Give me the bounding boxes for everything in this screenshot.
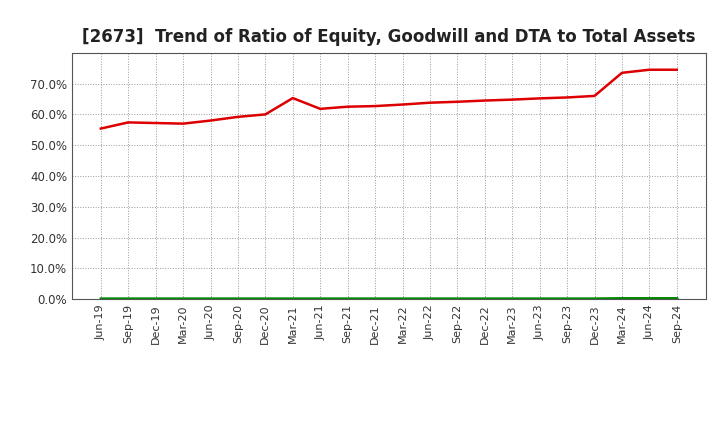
Deferred Tax Assets [480, 296, 489, 301]
Equity [261, 112, 270, 117]
Equity [618, 70, 626, 76]
Equity [645, 67, 654, 73]
Equity [480, 98, 489, 103]
Goodwill [289, 297, 297, 302]
Equity [96, 126, 105, 131]
Equity [151, 121, 160, 126]
Equity [590, 93, 599, 99]
Equity [426, 100, 434, 105]
Equity [233, 114, 242, 120]
Goodwill [426, 297, 434, 302]
Equity [536, 96, 544, 101]
Deferred Tax Assets [96, 296, 105, 301]
Deferred Tax Assets [398, 296, 407, 301]
Deferred Tax Assets [316, 296, 325, 301]
Deferred Tax Assets [233, 296, 242, 301]
Equity [179, 121, 187, 126]
Deferred Tax Assets [343, 296, 352, 301]
Equity [398, 102, 407, 107]
Deferred Tax Assets [261, 296, 270, 301]
Goodwill [343, 297, 352, 302]
Goodwill [316, 297, 325, 302]
Equity [206, 118, 215, 123]
Equity [289, 95, 297, 101]
Equity [124, 120, 132, 125]
Goodwill [206, 297, 215, 302]
Line: Equity: Equity [101, 70, 677, 128]
Equity [371, 103, 379, 109]
Deferred Tax Assets [618, 296, 626, 301]
Deferred Tax Assets [672, 296, 681, 301]
Equity [508, 97, 516, 102]
Goodwill [618, 297, 626, 302]
Goodwill [398, 297, 407, 302]
Deferred Tax Assets [179, 296, 187, 301]
Goodwill [536, 297, 544, 302]
Goodwill [371, 297, 379, 302]
Goodwill [233, 297, 242, 302]
Deferred Tax Assets [563, 296, 572, 301]
Equity [453, 99, 462, 104]
Deferred Tax Assets [371, 296, 379, 301]
Deferred Tax Assets [645, 296, 654, 301]
Equity [672, 67, 681, 73]
Deferred Tax Assets [206, 296, 215, 301]
Title: [2673]  Trend of Ratio of Equity, Goodwill and DTA to Total Assets: [2673] Trend of Ratio of Equity, Goodwil… [82, 28, 696, 46]
Deferred Tax Assets [590, 296, 599, 301]
Goodwill [453, 297, 462, 302]
Goodwill [508, 297, 516, 302]
Deferred Tax Assets [124, 296, 132, 301]
Deferred Tax Assets [289, 296, 297, 301]
Deferred Tax Assets [508, 296, 516, 301]
Deferred Tax Assets [426, 296, 434, 301]
Goodwill [179, 297, 187, 302]
Equity [316, 106, 325, 111]
Equity [563, 95, 572, 100]
Goodwill [590, 297, 599, 302]
Goodwill [151, 297, 160, 302]
Goodwill [480, 297, 489, 302]
Deferred Tax Assets [151, 296, 160, 301]
Deferred Tax Assets [453, 296, 462, 301]
Goodwill [645, 297, 654, 302]
Goodwill [124, 297, 132, 302]
Goodwill [261, 297, 270, 302]
Goodwill [96, 297, 105, 302]
Goodwill [563, 297, 572, 302]
Deferred Tax Assets [536, 296, 544, 301]
Goodwill [672, 297, 681, 302]
Equity [343, 104, 352, 110]
